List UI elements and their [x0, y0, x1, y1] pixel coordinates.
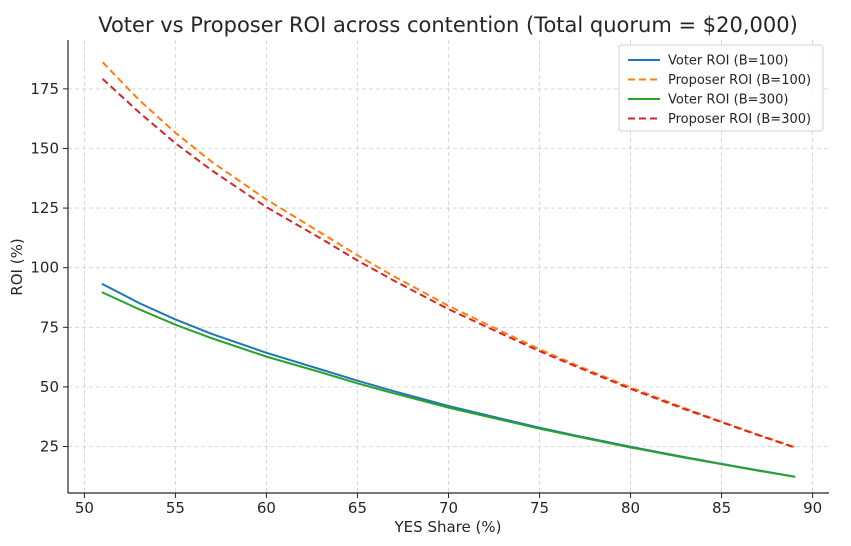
- x-ticks: 50 55 60 65 70 75 80 85 90: [75, 493, 822, 517]
- y-tick-label: 25: [40, 438, 59, 456]
- chart-title: Voter vs Proposer ROI across contention …: [98, 13, 798, 37]
- legend-label-2: Proposer ROI (B=100): [668, 73, 811, 88]
- y-ticks: 25 50 75 100 125 150 175: [30, 80, 68, 456]
- y-tick-label: 100: [30, 259, 59, 277]
- x-tick-label: 50: [75, 499, 94, 517]
- x-tick-label: 85: [712, 499, 731, 517]
- legend-box: [618, 44, 824, 132]
- y-tick-label: 150: [30, 139, 59, 157]
- series-line-4: [101, 78, 795, 449]
- y-tick-label: 125: [30, 199, 59, 217]
- y-tick-label: 50: [40, 378, 59, 396]
- legend-label-4: Proposer ROI (B=300): [668, 112, 811, 127]
- legend: Voter ROI (B=100) Proposer ROI (B=100) Vot…: [618, 44, 824, 132]
- x-tick-label: 65: [348, 499, 367, 517]
- series-lines: [101, 61, 796, 478]
- y-tick-label: 75: [40, 318, 59, 336]
- x-tick-label: 60: [257, 499, 276, 517]
- x-axis-label: YES Share (%): [394, 518, 502, 536]
- legend-label-3: Voter ROI (B=300): [668, 93, 788, 108]
- y-tick-label: 175: [30, 80, 59, 98]
- x-tick-label: 70: [439, 499, 458, 517]
- x-tick-label: 90: [803, 499, 822, 517]
- x-tick-label: 80: [621, 499, 640, 517]
- x-tick-label: 75: [530, 499, 549, 517]
- legend-label-1: Voter ROI (B=100): [668, 54, 788, 69]
- series-line-3: [101, 291, 796, 478]
- x-tick-label: 55: [166, 499, 185, 517]
- y-axis-label: ROI (%): [8, 238, 26, 295]
